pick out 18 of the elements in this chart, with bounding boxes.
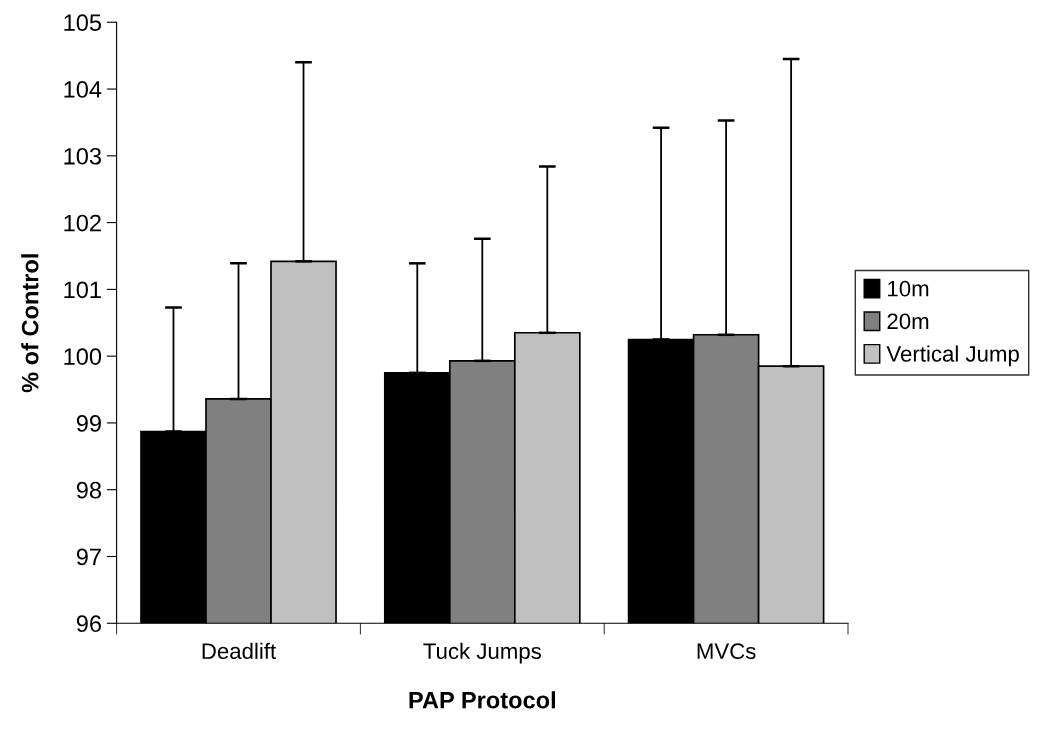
x-tick-label: MVCs bbox=[697, 643, 756, 660]
y-tick-label: 103 bbox=[64, 147, 101, 165]
x-tick-label: Tuck Jumps bbox=[423, 642, 541, 664]
x-tick-label: Deadlift bbox=[202, 642, 277, 660]
legend-label: 10m bbox=[888, 280, 929, 297]
y-tick-label: 100 bbox=[64, 348, 102, 365]
y-tick-label: 99 bbox=[76, 415, 101, 432]
legend-label: Vertical Jump bbox=[886, 345, 1019, 367]
y-tick-label: 98 bbox=[76, 481, 101, 499]
y-tick-label: 105 bbox=[64, 14, 102, 32]
y-axis-title: % of Control bbox=[21, 254, 39, 393]
y-tick-label: 96 bbox=[76, 615, 101, 633]
y-tick-label: 101 bbox=[64, 281, 101, 299]
y-tick-label: 102 bbox=[64, 214, 101, 232]
y-tick-label: 97 bbox=[76, 548, 101, 566]
y-tick-label: 104 bbox=[64, 81, 102, 98]
legend-label: 20m bbox=[887, 313, 929, 330]
x-axis-title: PAP Protocol bbox=[409, 691, 555, 709]
